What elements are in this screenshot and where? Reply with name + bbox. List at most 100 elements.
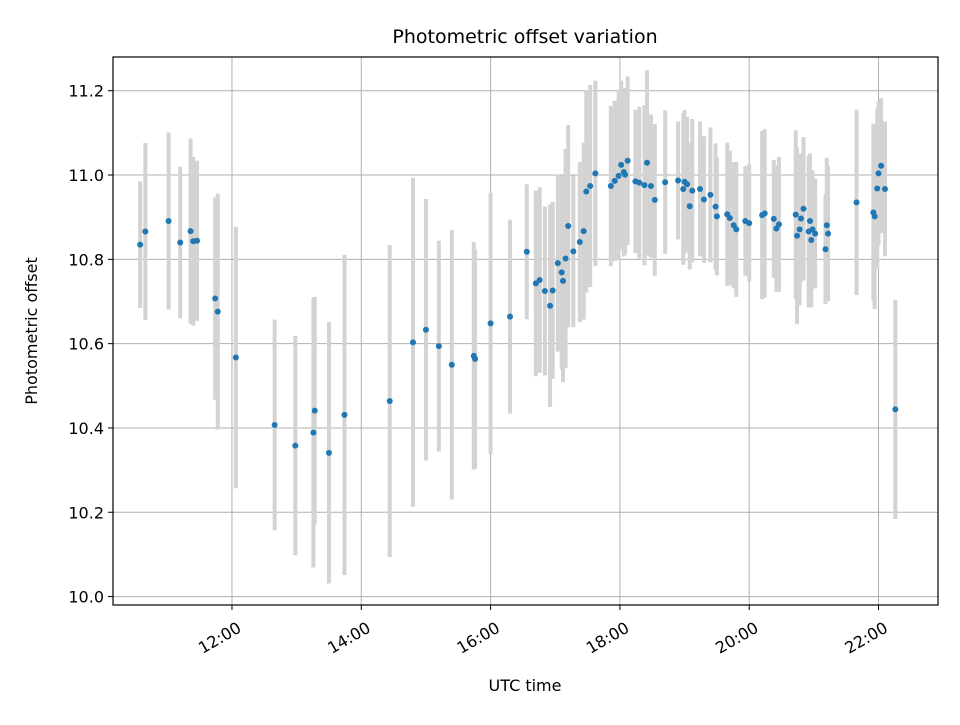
data-point — [422, 326, 429, 333]
data-point — [142, 228, 149, 235]
data-point — [618, 161, 625, 168]
data-point — [746, 220, 753, 227]
y-tick-label: 10.2 — [68, 503, 104, 522]
data-point — [707, 191, 714, 198]
data-point — [700, 196, 707, 203]
data-point — [733, 226, 740, 233]
data-point — [684, 181, 691, 188]
data-point — [636, 179, 643, 186]
data-point — [187, 228, 194, 235]
y-tick-label: 11.2 — [68, 82, 104, 101]
data-point — [680, 185, 687, 192]
data-point — [874, 185, 881, 192]
data-point — [806, 217, 813, 224]
data-point — [325, 449, 332, 456]
data-point — [549, 287, 556, 294]
point-layer — [137, 157, 899, 456]
data-point — [547, 302, 554, 309]
data-point — [271, 422, 278, 429]
data-point — [576, 239, 583, 246]
data-point — [713, 213, 720, 220]
data-point — [487, 320, 494, 327]
data-point — [558, 269, 565, 276]
data-point — [310, 429, 317, 436]
data-point — [137, 241, 144, 248]
data-point — [536, 276, 543, 283]
data-point — [794, 232, 801, 239]
data-point — [647, 182, 654, 189]
data-point — [607, 182, 614, 189]
data-point — [808, 236, 815, 243]
data-point — [311, 407, 318, 414]
data-point — [712, 203, 719, 210]
data-point — [583, 188, 590, 195]
data-point — [761, 210, 768, 217]
data-point — [386, 397, 393, 404]
data-point — [697, 185, 704, 192]
data-point — [675, 177, 682, 184]
data-point — [560, 277, 566, 284]
data-point — [812, 230, 819, 237]
y-tick-label: 10.4 — [68, 419, 104, 438]
data-point — [562, 255, 569, 262]
data-point — [523, 248, 530, 255]
plot-frame — [112, 56, 939, 606]
data-point — [177, 239, 184, 246]
data-point — [892, 406, 899, 413]
data-point — [570, 248, 577, 255]
data-point — [775, 221, 782, 228]
y-tick-label: 10.0 — [68, 588, 104, 607]
data-point — [580, 228, 587, 235]
data-point — [587, 182, 594, 189]
data-point — [194, 237, 201, 244]
data-point — [796, 226, 803, 233]
data-point — [341, 411, 348, 418]
data-point — [823, 222, 830, 229]
data-point — [686, 203, 693, 210]
data-point — [651, 196, 658, 203]
data-point — [825, 230, 832, 237]
chart-title: Photometric offset variation — [392, 26, 657, 48]
x-axis-label: UTC time — [489, 676, 562, 695]
data-point — [232, 354, 239, 361]
data-point — [881, 185, 888, 192]
y-tick-label: 10.8 — [68, 250, 104, 269]
data-point — [878, 162, 885, 169]
data-point — [435, 343, 442, 350]
data-point — [644, 159, 651, 166]
data-point — [565, 223, 572, 230]
data-point — [554, 260, 561, 267]
data-point — [689, 187, 696, 194]
data-point — [472, 355, 479, 362]
data-point — [624, 157, 631, 164]
data-point — [214, 308, 221, 315]
y-tick-label: 10.6 — [68, 335, 104, 354]
data-point — [611, 177, 618, 184]
data-point — [770, 215, 777, 222]
y-tick-label: 11.0 — [68, 166, 104, 185]
data-point — [532, 280, 539, 287]
y-axis-label: Photometric offset — [22, 257, 41, 405]
data-point — [662, 179, 669, 186]
data-point — [410, 339, 416, 346]
data-point — [726, 215, 733, 222]
data-point — [615, 172, 622, 179]
data-point — [292, 442, 299, 449]
data-point — [797, 215, 804, 222]
y-axis-ticks: 10.0 10.2 10.4 10.6 10.8 11.0 11.2 — [68, 82, 113, 607]
data-point — [871, 213, 878, 220]
data-point — [165, 217, 172, 224]
data-point — [541, 287, 548, 294]
data-point — [212, 295, 219, 302]
data-point — [592, 170, 599, 177]
data-point — [506, 313, 513, 320]
data-point — [800, 205, 807, 212]
data-point — [875, 170, 882, 177]
data-point — [853, 199, 860, 206]
data-point — [792, 211, 799, 218]
data-point — [448, 361, 455, 368]
data-point — [641, 182, 648, 189]
